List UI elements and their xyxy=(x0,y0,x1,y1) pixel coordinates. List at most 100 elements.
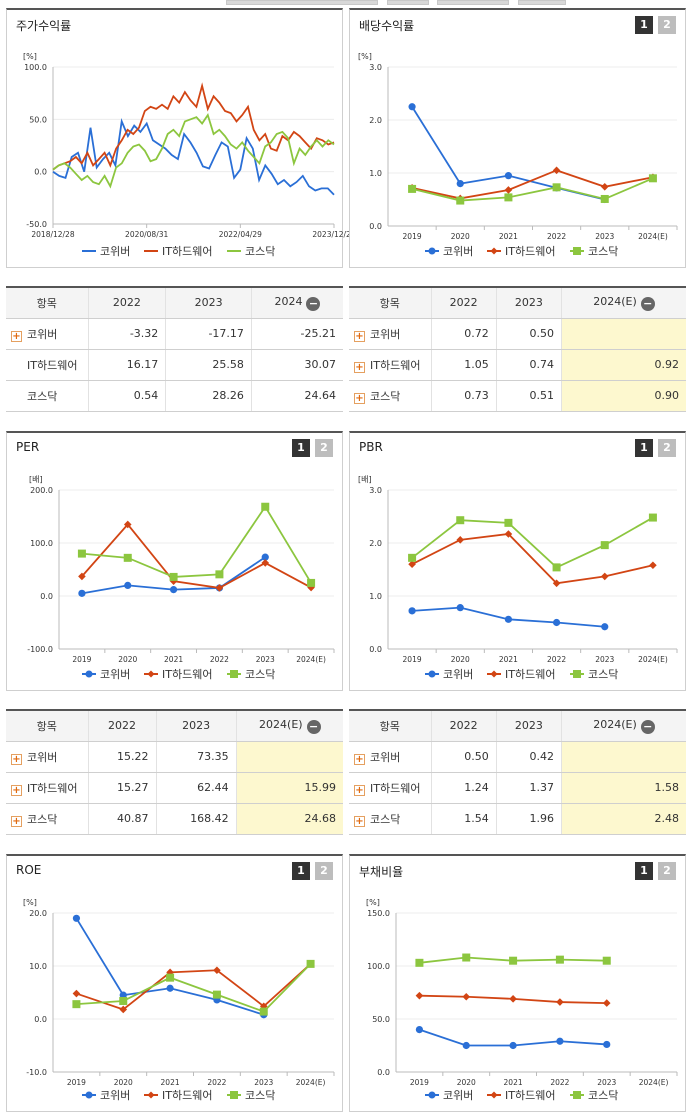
expand-plus-icon[interactable]: + xyxy=(354,392,365,404)
y-unit-label: [배] xyxy=(358,475,372,484)
point-kosdaq xyxy=(119,996,128,1005)
table-row: + 코스닥 1.54 1.96 2.48 xyxy=(349,803,686,835)
y-tick-label: 1.0 xyxy=(369,592,382,601)
legend-label-kosdaq: 코스닥 xyxy=(588,245,618,258)
row-name: 코스닥 xyxy=(27,812,58,826)
expand-plus-icon[interactable]: + xyxy=(354,753,365,765)
x-tick-label: 2019 xyxy=(67,1078,86,1087)
point-coweaver xyxy=(552,618,561,627)
row-name: 코위버 xyxy=(370,750,401,764)
table-row: + IT하드웨어 1.24 1.37 1.58 xyxy=(349,772,686,804)
row-name: 코위버 xyxy=(27,327,58,341)
view-2-button[interactable]: 2 xyxy=(658,16,676,34)
x-tick-label: 2023/12/28 xyxy=(312,230,355,239)
row-label: + 코스닥 xyxy=(349,380,431,412)
table-cell: 28.26 xyxy=(165,380,252,412)
y-tick-label: 0.0 xyxy=(369,645,382,654)
collapse-minus-icon[interactable]: − xyxy=(306,719,321,734)
x-tick-label: 2022 xyxy=(210,655,229,664)
collapse-minus-icon[interactable]: − xyxy=(640,296,655,311)
y-tick-label: -10.0 xyxy=(26,1068,47,1077)
panel-title: PBR xyxy=(359,440,383,454)
expand-plus-icon[interactable]: + xyxy=(354,330,365,342)
row-label: + 코위버 xyxy=(349,318,431,350)
table-row: + 코스닥 0.73 0.51 0.90 xyxy=(349,380,686,412)
x-tick-label: 2021 xyxy=(161,1078,180,1087)
expand-plus-icon[interactable]: + xyxy=(11,753,22,765)
table-row: IT하드웨어 16.17 25.58 30.07 xyxy=(6,349,343,381)
x-tick-label: 2021 xyxy=(499,232,518,241)
column-header-label: 2024(E) xyxy=(593,717,637,731)
series-line-it-hardware xyxy=(81,523,312,589)
column-header-label: 항목 xyxy=(36,719,57,733)
y-tick-label: 3.0 xyxy=(369,63,382,72)
legend-marker xyxy=(230,1091,238,1099)
y-tick-label: 150.0 xyxy=(367,909,390,918)
table-cell: 0.50 xyxy=(495,318,562,350)
column-header-year: 2024− xyxy=(250,288,343,319)
point-it-hardware xyxy=(552,579,561,588)
row-label: + IT하드웨어 xyxy=(6,772,88,804)
legend-marker xyxy=(490,670,498,678)
y-tick-label: 100.0 xyxy=(367,962,390,971)
column-header-label: 항목 xyxy=(379,719,400,733)
x-tick-label: 2022 xyxy=(207,1078,226,1087)
view-2-button[interactable]: 2 xyxy=(315,439,333,457)
point-kosdaq xyxy=(602,956,611,965)
view-2-button[interactable]: 2 xyxy=(658,439,676,457)
y-tick-label: 0.0 xyxy=(34,1015,47,1024)
y-tick-label: -100.0 xyxy=(27,645,53,654)
collapse-minus-icon[interactable]: − xyxy=(640,719,655,734)
point-coweaver xyxy=(72,914,81,922)
y-unit-label: [%] xyxy=(23,898,37,907)
point-kosdaq xyxy=(504,518,513,527)
series-line-kosdaq xyxy=(76,963,312,1013)
collapse-minus-icon[interactable]: − xyxy=(306,296,321,311)
y-tick-label: 0.0 xyxy=(40,592,53,601)
view-1-button[interactable]: 1 xyxy=(292,862,310,880)
point-coweaver xyxy=(456,180,464,188)
x-tick-label: 2024(E) xyxy=(296,1078,326,1087)
y-tick-label: 0.0 xyxy=(369,222,382,231)
expand-plus-icon[interactable]: + xyxy=(11,815,22,827)
x-tick-label: 2020 xyxy=(118,655,137,664)
x-tick-label: 2022 xyxy=(547,232,566,241)
expand-plus-icon[interactable]: + xyxy=(11,784,22,796)
legend-label-it-hardware: IT하드웨어 xyxy=(505,1088,555,1102)
expand-plus-icon[interactable]: + xyxy=(354,784,365,796)
point-it-hardware xyxy=(509,995,517,1003)
view-1-button[interactable]: 1 xyxy=(635,439,653,457)
point-it-hardware xyxy=(649,561,657,570)
x-tick-label: 2022 xyxy=(547,655,566,664)
view-1-button[interactable]: 1 xyxy=(292,439,310,457)
view-1-button[interactable]: 1 xyxy=(635,862,653,880)
table-cell: -17.17 xyxy=(165,318,252,350)
legend-marker xyxy=(428,1091,436,1099)
row-label: + 코위버 xyxy=(6,741,88,773)
view-1-button[interactable]: 1 xyxy=(635,16,653,34)
y-tick-label: 100.0 xyxy=(30,539,53,548)
point-kosdaq xyxy=(261,502,270,511)
view-2-button[interactable]: 2 xyxy=(315,862,333,880)
column-header-label: 2022 xyxy=(449,296,478,310)
table-cell: -25.21 xyxy=(250,318,343,350)
point-it-hardware xyxy=(408,560,416,568)
expand-plus-icon[interactable]: + xyxy=(354,815,365,827)
column-header-label: 항목 xyxy=(36,296,57,310)
expand-plus-icon[interactable]: + xyxy=(11,330,22,342)
column-header-year: 2024(E) − xyxy=(560,288,686,319)
legend-marker xyxy=(428,247,436,255)
y-tick-label: 50.0 xyxy=(29,115,47,124)
series-line-it-hardware xyxy=(52,82,335,171)
x-tick-label: 2020 xyxy=(114,1078,133,1087)
series-line-it-hardware xyxy=(411,533,654,585)
legend-marker xyxy=(490,247,498,255)
legend-label-it-hardware: IT하드웨어 xyxy=(505,244,555,258)
debt-ratio-chart: [%] 150.0 100.0 50.0 0.0 2019 2020 2021 2022 2023… xyxy=(366,898,678,1102)
table-cell: 1.37 xyxy=(495,772,562,804)
point-it-hardware xyxy=(456,536,465,544)
expand-plus-icon[interactable]: + xyxy=(354,361,365,373)
view-2-button[interactable]: 2 xyxy=(658,862,676,880)
